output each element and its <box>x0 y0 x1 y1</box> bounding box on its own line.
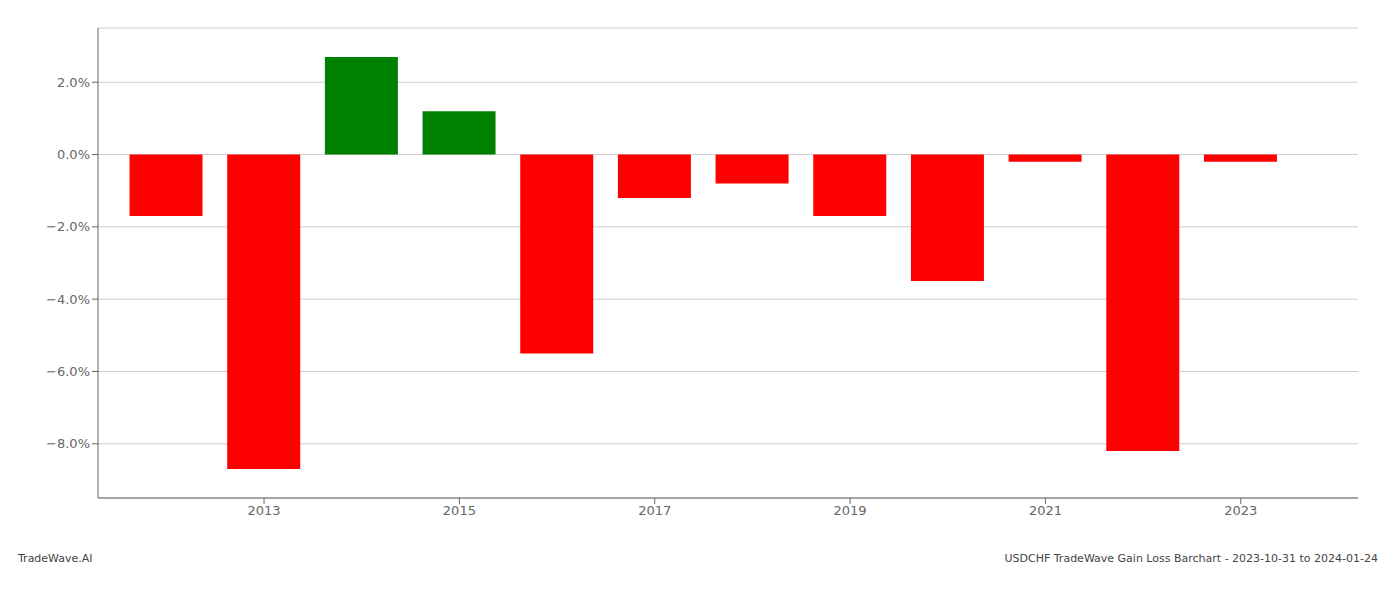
svg-text:2017: 2017 <box>638 503 671 518</box>
svg-text:2015: 2015 <box>443 503 476 518</box>
svg-text:−4.0%: −4.0% <box>46 292 90 307</box>
html-text:USDCHF TradeWave Gain Loss Bar: USDCHF TradeWave Gain Loss Barchart - 20… <box>1004 552 1378 565</box>
svg-text:−6.0%: −6.0% <box>46 364 90 379</box>
svg-text:−2.0%: −2.0% <box>46 219 90 234</box>
svg-text:2013: 2013 <box>247 503 280 518</box>
svg-text:2023: 2023 <box>1224 503 1257 518</box>
svg-text:0.0%: 0.0% <box>57 147 90 162</box>
svg-text:2.0%: 2.0% <box>57 75 90 90</box>
svg-text:2019: 2019 <box>834 503 867 518</box>
svg-text:−8.0%: −8.0% <box>46 436 90 451</box>
svg-text:2021: 2021 <box>1029 503 1062 518</box>
html-text:TradeWave.AI: TradeWave.AI <box>18 552 93 565</box>
